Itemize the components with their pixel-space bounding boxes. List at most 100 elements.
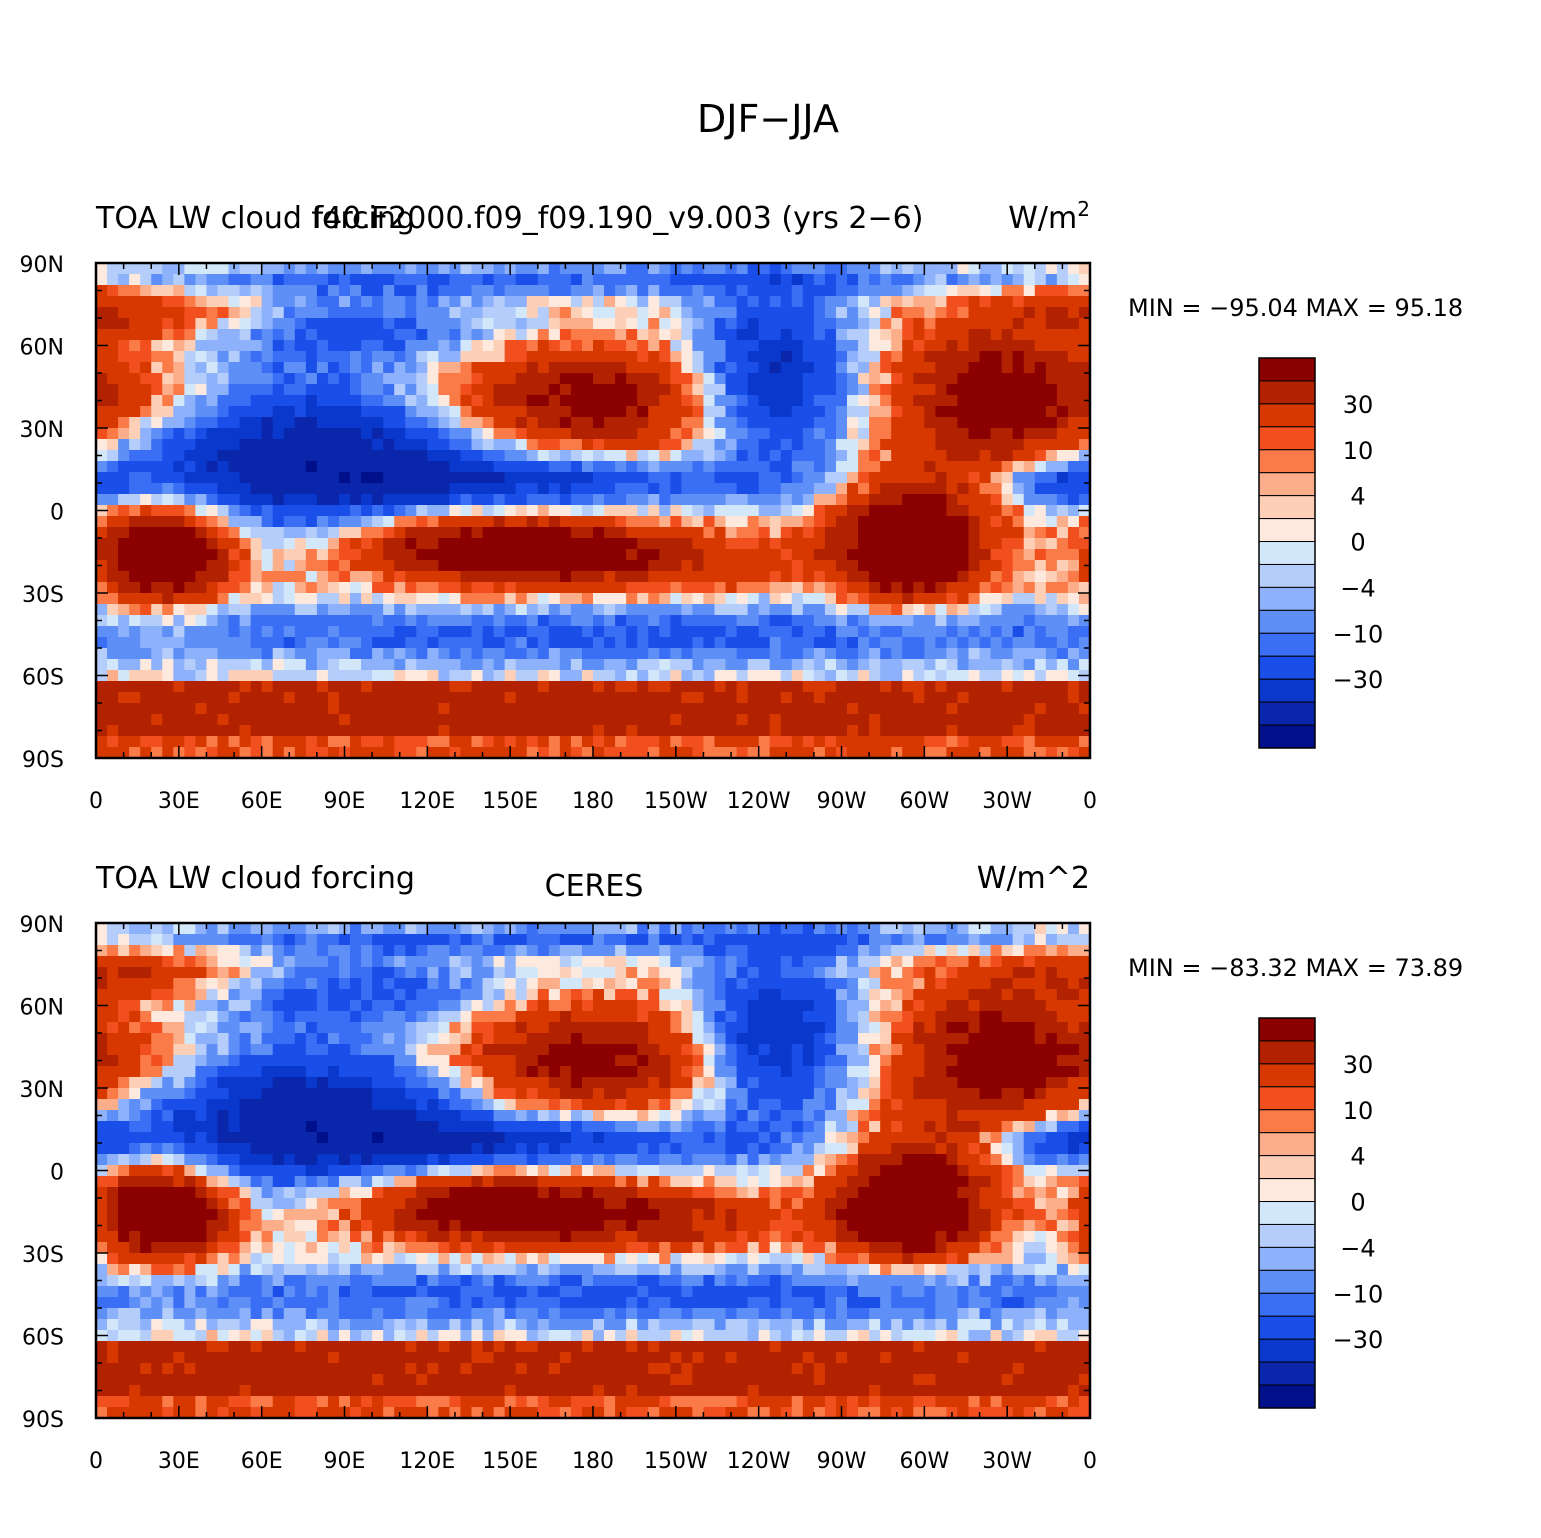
field-cell	[581, 318, 594, 330]
field-cell	[670, 362, 682, 374]
field-cell	[493, 417, 506, 429]
field-cell	[747, 571, 760, 583]
field-cell	[1045, 362, 1058, 374]
field-cell	[394, 461, 406, 473]
field-cell	[615, 725, 627, 737]
field-cell	[703, 417, 716, 429]
field-cell	[946, 560, 959, 572]
field-cell	[394, 934, 406, 946]
field-cell	[405, 549, 417, 561]
field-cell	[184, 450, 196, 462]
field-cell	[758, 978, 771, 990]
field-cell	[316, 549, 329, 561]
field-cell	[968, 560, 981, 572]
field-cell	[471, 1000, 484, 1012]
field-cell	[1056, 296, 1069, 308]
x-tick-label: 90E	[324, 789, 366, 814]
field-cell	[1023, 428, 1036, 440]
field-cell	[151, 406, 163, 418]
field-cell	[206, 1011, 219, 1023]
field-cell	[327, 648, 340, 660]
field-cell	[968, 967, 981, 979]
field-cell	[1001, 307, 1014, 319]
field-cell	[648, 296, 660, 308]
field-cell	[570, 703, 583, 715]
field-cell	[802, 582, 815, 594]
field-cell	[184, 307, 196, 319]
field-cell	[791, 549, 804, 561]
field-cell	[968, 373, 981, 385]
field-cell	[813, 428, 826, 440]
field-cell	[924, 483, 936, 495]
field-cell	[338, 505, 351, 517]
field-cell	[935, 967, 948, 979]
field-cell	[96, 681, 108, 693]
field-cell	[824, 494, 837, 506]
field-cell	[813, 483, 826, 495]
field-cell	[935, 945, 948, 957]
field-cell	[1001, 494, 1014, 506]
field-cell	[869, 384, 881, 396]
field-cell	[239, 1000, 252, 1012]
field-cell	[327, 593, 340, 605]
field-cell	[648, 307, 660, 319]
field-cell	[460, 637, 473, 649]
field-cell	[272, 571, 285, 583]
field-cell	[747, 736, 760, 748]
field-cell	[714, 978, 727, 990]
field-cell	[383, 296, 395, 308]
field-cell	[913, 736, 925, 748]
field-cell	[990, 296, 1003, 308]
field-cell	[681, 483, 693, 495]
colorbar-box	[1258, 495, 1316, 520]
field-cell	[1023, 362, 1036, 374]
field-cell	[968, 362, 981, 374]
field-cell	[526, 406, 539, 418]
field-cell	[880, 659, 892, 671]
field-cell	[736, 472, 749, 484]
field-cell	[946, 307, 959, 319]
field-cell	[261, 945, 274, 957]
field-cell	[847, 582, 859, 594]
field-cell	[1078, 472, 1091, 484]
field-cell	[184, 692, 196, 704]
field-cell	[338, 736, 351, 748]
field-cell	[449, 637, 462, 649]
field-cell	[151, 637, 163, 649]
field-cell	[1023, 285, 1036, 297]
field-cell	[206, 945, 219, 957]
field-cell	[316, 681, 329, 693]
field-cell	[714, 1011, 727, 1023]
field-cell	[184, 472, 196, 484]
field-cell	[780, 483, 793, 495]
field-cell	[416, 692, 428, 704]
field-cell	[383, 340, 395, 352]
field-cell	[140, 274, 152, 286]
field-cell	[990, 967, 1003, 979]
field-cell	[869, 417, 881, 429]
field-cell	[305, 395, 318, 407]
field-cell	[493, 527, 506, 539]
field-cell	[902, 923, 914, 935]
field-cell	[338, 593, 351, 605]
field-cell	[217, 604, 230, 616]
field-cell	[858, 538, 870, 550]
field-cell	[968, 384, 981, 396]
field-cell	[593, 527, 605, 539]
field-cell	[979, 747, 992, 759]
field-cell	[250, 483, 263, 495]
field-cell	[659, 439, 671, 451]
field-cell	[968, 307, 981, 319]
field-cell	[173, 989, 185, 1001]
field-cell	[791, 747, 804, 759]
field-cell	[217, 692, 230, 704]
field-cell	[140, 626, 152, 638]
field-cell	[957, 692, 970, 704]
field-cell	[239, 560, 252, 572]
field-cell	[880, 604, 892, 616]
field-cell	[96, 538, 108, 550]
field-cell	[570, 604, 583, 616]
field-cell	[305, 263, 318, 275]
field-cell	[96, 483, 108, 495]
field-cell	[913, 703, 925, 715]
